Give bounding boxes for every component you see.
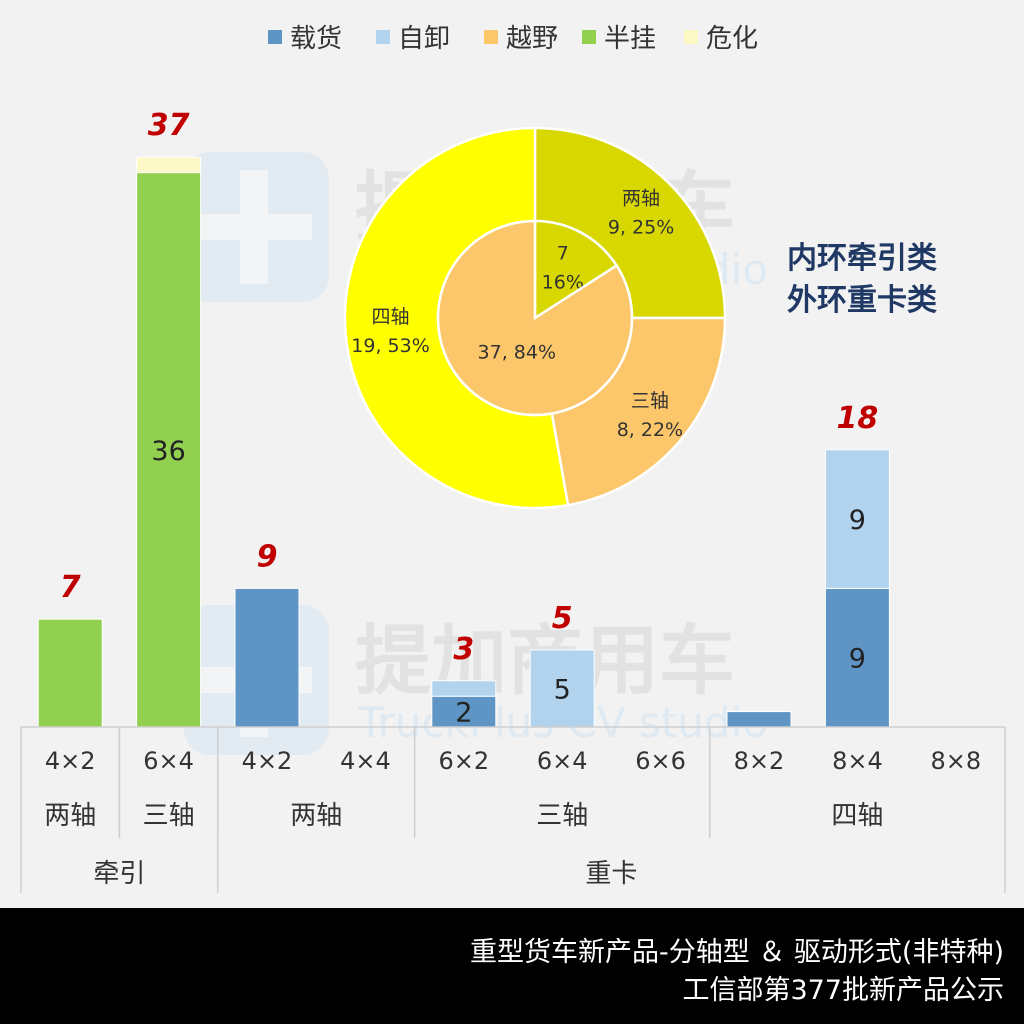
donut-note-line: 外环重卡类 xyxy=(787,283,937,318)
donut-note-line: 内环牵引类 xyxy=(787,241,937,276)
outer-label: 8, 22% xyxy=(617,419,683,441)
category-axis: 4×2 6×4 4×2 4×4 6×2 6×4 6×6 8×2 8×4 8×8 两轴 三轴 两轴 三轴 四轴… xyxy=(20,726,1006,893)
outer-label: 9, 25% xyxy=(608,216,674,238)
footer-title: 重型货车新产品-分轴型 ＆ 驱动形式(非特种) xyxy=(470,937,1004,968)
bar-载货-8 xyxy=(824,587,890,728)
bar-value-label: 36 xyxy=(151,436,185,467)
tick-label-drive: 6×4 xyxy=(537,747,588,775)
bar-载货-4 xyxy=(431,695,497,728)
bar-total-label: 5 xyxy=(552,601,573,636)
bar-value-label: 9 xyxy=(849,644,866,675)
legend-label-半挂: 半挂 xyxy=(604,24,656,54)
footer-bar: 重型货车新产品-分轴型 ＆ 驱动形式(非特种) 工信部第377批新产品公示 xyxy=(0,908,1024,1024)
legend-label-越野: 越野 xyxy=(506,24,558,54)
inner-slice-0 xyxy=(533,219,619,321)
tick-label-drive: 8×4 xyxy=(832,747,883,775)
tick-label-axle: 四轴 xyxy=(831,801,883,831)
legend-label-危化: 危化 xyxy=(706,24,758,54)
tick-label-drive: 8×8 xyxy=(930,747,981,775)
bar-total-label: 37 xyxy=(148,108,190,143)
tick-label-drive: 8×2 xyxy=(734,747,785,775)
legend-swatch-越野 xyxy=(484,30,498,44)
tick-label-group: 牵引 xyxy=(93,859,145,889)
tick-label-drive: 4×2 xyxy=(45,747,96,775)
outer-label: 两轴 xyxy=(622,187,660,209)
legend-swatch-载货 xyxy=(268,30,282,44)
watermark-logo-stroke xyxy=(240,170,268,284)
doughnut-chart: 两轴 9, 25% 三轴 8, 22% 四轴 19, 53% 7 16% 37, 84% xyxy=(343,126,727,510)
tick-label-drive: 6×4 xyxy=(143,747,194,775)
bar-危化-1 xyxy=(136,156,202,174)
bar-载货-7 xyxy=(726,711,792,728)
bar-半挂-0 xyxy=(37,618,103,728)
outer-label: 四轴 xyxy=(372,306,410,328)
tick-label-drive: 4×4 xyxy=(340,747,391,775)
inner-label: 37, 84% xyxy=(478,341,557,363)
bar-value-label: 5 xyxy=(554,675,571,706)
inner-slice-1 xyxy=(436,219,634,417)
legend-label-载货: 载货 xyxy=(290,24,342,54)
tick-label-drive: 4×2 xyxy=(242,747,293,775)
watermark-logo-icon xyxy=(184,152,329,302)
bar-自卸-5 xyxy=(529,649,595,728)
legend-swatch-自卸 xyxy=(376,30,390,44)
bar-chart: 36 2 5 9 9 7 37 9 3 5 18 xyxy=(37,108,890,729)
chart-canvas: 提加商用车TruckPlus CV studio提加商用车TruckPlus C… xyxy=(20,24,1006,893)
bar-自卸-8 xyxy=(824,449,890,589)
footer-source: 工信部第377批新产品公示 xyxy=(682,975,1004,1006)
tick-label-axle: 两轴 xyxy=(290,801,342,831)
tick-label-axle: 三轴 xyxy=(143,801,195,831)
tick-label-drive: 6×2 xyxy=(438,747,489,775)
bar-value-label: 9 xyxy=(849,505,866,536)
bar-value-label: 2 xyxy=(455,698,472,729)
tick-label-drive: 6×6 xyxy=(635,747,686,775)
bar-total-label: 3 xyxy=(453,632,474,667)
outer-label: 三轴 xyxy=(631,390,669,412)
legend: 载货 自卸 越野 半挂 危化 xyxy=(268,24,758,54)
bar-total-label: 7 xyxy=(60,570,81,605)
bar-自卸-4 xyxy=(431,680,497,697)
tick-label-axle: 三轴 xyxy=(536,801,588,831)
legend-swatch-危化 xyxy=(684,30,698,44)
bar-total-label: 9 xyxy=(257,539,278,574)
tick-label-group: 重卡 xyxy=(585,859,637,889)
bar-半挂-1 xyxy=(136,172,202,728)
watermark-logo-stroke xyxy=(200,214,312,240)
legend-label-自卸: 自卸 xyxy=(398,24,450,54)
legend-swatch-半挂 xyxy=(582,30,596,44)
tick-label-axle: 两轴 xyxy=(44,801,96,831)
bar-载货-2 xyxy=(234,587,300,728)
bar-total-label: 18 xyxy=(837,401,879,436)
inner-label: 16% xyxy=(542,272,584,294)
inner-label: 7 xyxy=(557,243,569,265)
outer-label: 19, 53% xyxy=(351,335,430,357)
